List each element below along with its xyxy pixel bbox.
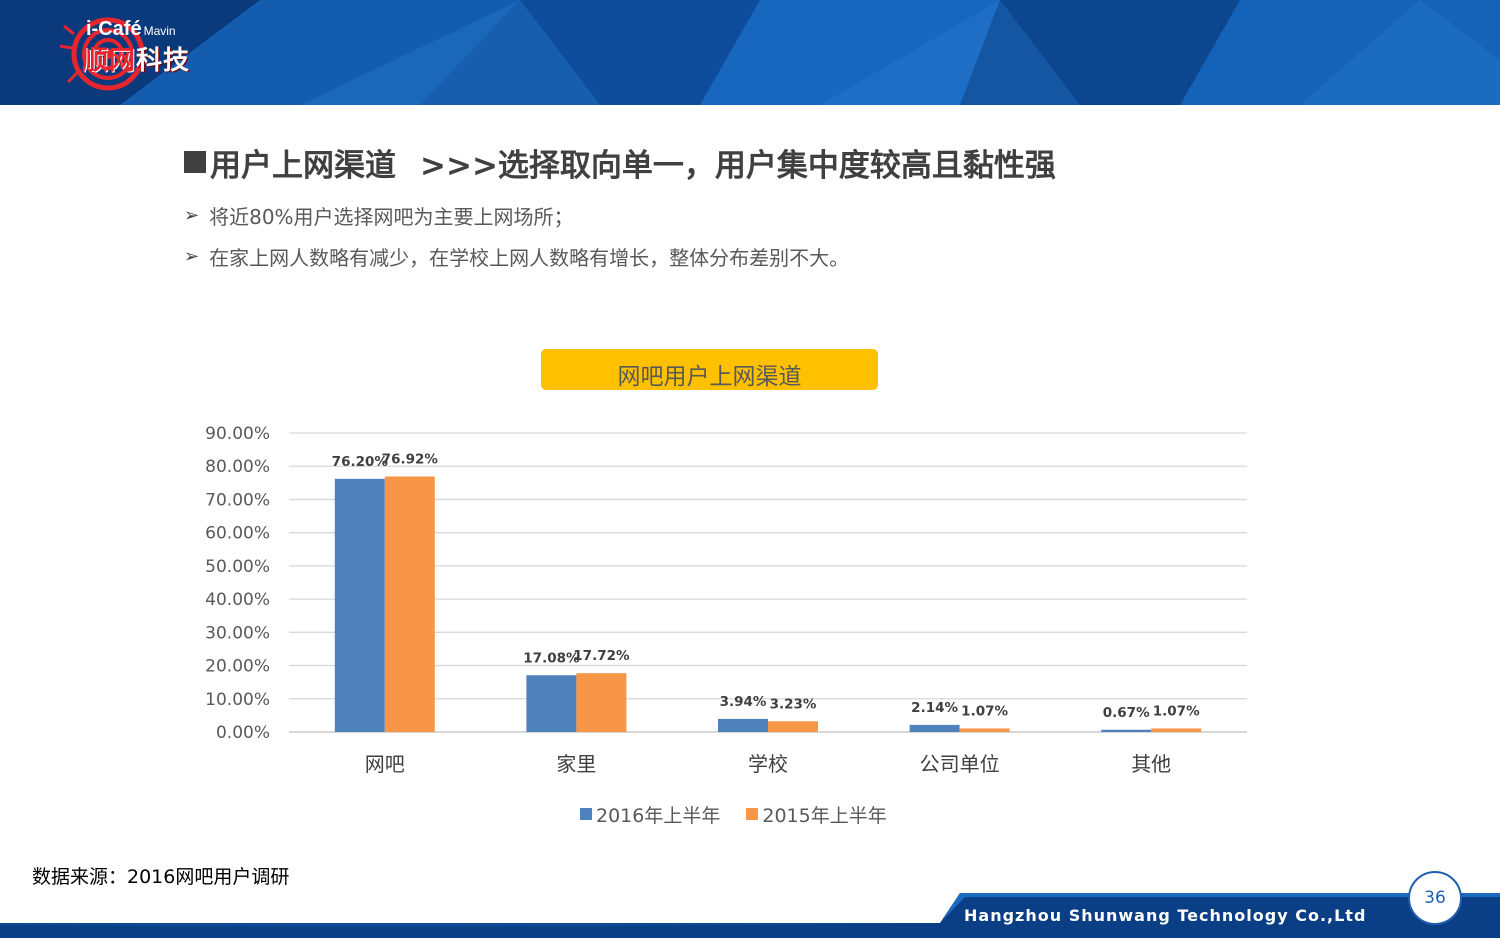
y-tick-label: 70.00% xyxy=(205,490,270,510)
banner-background xyxy=(0,0,1500,105)
bullet-point: ➢ 在家上网人数略有减少，在学校上网人数略有增长，整体分布差别不大。 xyxy=(184,245,850,270)
data-label: 76.92% xyxy=(382,451,439,467)
title-main: 用户上网渠道 xyxy=(210,147,396,184)
header-banner: i-Café Mavin 顺网科技 xyxy=(0,0,1500,105)
x-tick-label: 公司单位 xyxy=(920,752,1000,776)
data-source-note: 数据来源：2016网吧用户调研 xyxy=(32,866,290,888)
legend-swatch xyxy=(746,808,759,820)
title-subtitle: >>>选择取向单一，用户集中度较高且黏性强 xyxy=(420,147,1056,184)
logo-emblem xyxy=(60,17,145,91)
bar xyxy=(768,721,818,732)
square-bullet-icon xyxy=(184,151,206,173)
legend-item: 2016年上半年 xyxy=(580,801,720,828)
legend-swatch xyxy=(580,808,592,820)
legend-item: 2015年上半年 xyxy=(746,801,887,828)
y-tick-label: 10.00% xyxy=(205,690,270,710)
x-tick-label: 其他 xyxy=(1131,752,1171,776)
x-tick-label: 家里 xyxy=(556,752,596,776)
x-tick-label: 网吧 xyxy=(365,752,405,776)
data-label: 3.23% xyxy=(770,696,817,712)
y-tick-label: 40.00% xyxy=(205,590,270,610)
data-label: 1.07% xyxy=(961,703,1008,719)
data-label: 1.07% xyxy=(1153,703,1200,719)
y-tick-label: 50.00% xyxy=(205,557,270,577)
y-tick-label: 80.00% xyxy=(205,457,270,477)
bar xyxy=(384,476,435,732)
arrow-bullet-icon: ➢ xyxy=(184,204,200,226)
data-label: 0.67% xyxy=(1103,705,1150,721)
bar xyxy=(1151,728,1202,732)
bar xyxy=(1101,729,1152,732)
y-tick-label: 90.00% xyxy=(205,424,270,444)
y-tick-label: 60.00% xyxy=(205,524,270,544)
chart-legend: 2016年上半年 2015年上半年 xyxy=(580,800,913,828)
logo-chinese-name: 顺网科技 xyxy=(82,46,191,76)
chart-title: 网吧用户上网渠道 xyxy=(541,349,878,390)
bar xyxy=(718,718,768,732)
arrow-bullet-icon: ➢ xyxy=(184,245,200,267)
page-title: 用户上网渠道 >>>选择取向单一，用户集中度较高且黏性强 xyxy=(184,140,1056,184)
y-tick-label: 30.00% xyxy=(205,623,270,643)
data-label: 17.08% xyxy=(523,650,580,666)
y-tick-label: 20.00% xyxy=(205,657,270,677)
bar xyxy=(909,724,960,732)
y-tick-label: 0.00% xyxy=(216,723,270,743)
footer-bar xyxy=(0,893,1500,938)
bullet-point: ➢ 将近80%用户选择网吧为主要上网场所； xyxy=(184,204,574,229)
bar xyxy=(334,478,385,732)
page-number: 36 xyxy=(1408,871,1462,925)
logo-wordmark: i-Café Mavin xyxy=(86,18,176,40)
company-name: Hangzhou Shunwang Technology Co.,Ltd xyxy=(964,906,1367,925)
data-label: 76.20% xyxy=(332,454,389,470)
data-label: 17.72% xyxy=(573,648,630,664)
bar xyxy=(576,673,627,732)
data-label: 3.94% xyxy=(720,694,767,710)
data-label: 2.14% xyxy=(911,700,958,716)
bar xyxy=(959,728,1010,732)
x-tick-label: 学校 xyxy=(748,752,788,776)
bar xyxy=(526,675,577,732)
